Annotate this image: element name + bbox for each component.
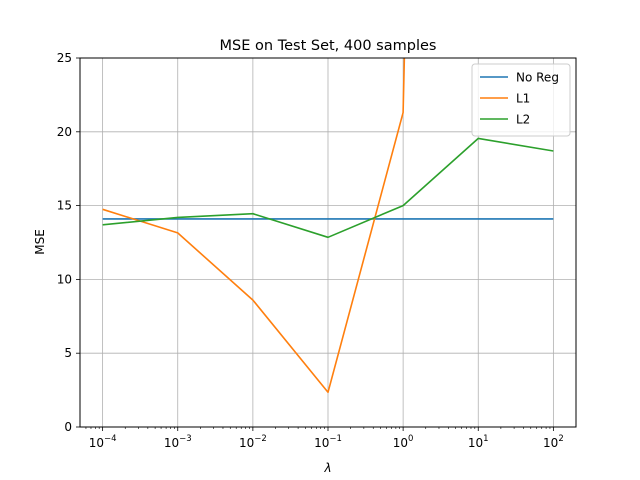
x-tick-label: 101 <box>468 434 489 450</box>
series-line-l1 <box>102 58 406 394</box>
chart-title: MSE on Test Set, 400 samples <box>220 38 437 54</box>
x-tick-label: 10−3 <box>164 434 192 450</box>
x-tick-base: 10 <box>543 436 558 450</box>
x-tick-base: 10 <box>468 436 483 450</box>
series-group <box>102 58 554 394</box>
y-tick-label: 15 <box>57 199 72 213</box>
x-tick-base: 10 <box>239 436 254 450</box>
x-tick-base: 10 <box>89 436 104 450</box>
x-tick-exponent: −1 <box>329 434 342 444</box>
x-tick-label: 10−4 <box>89 434 117 450</box>
legend: No Reg L1 L2 <box>471 63 571 137</box>
y-tick-label: 0 <box>64 420 72 434</box>
x-tick-label: 10−2 <box>239 434 267 450</box>
series-line-l2 <box>102 137 554 239</box>
y-tick-label: 20 <box>57 125 72 139</box>
x-tick-label: 10−1 <box>314 434 342 450</box>
x-tick-base: 10 <box>393 436 408 450</box>
legend-box <box>471 63 571 137</box>
legend-label-l2: L2 <box>516 113 530 127</box>
x-axis-label: λ <box>323 461 331 475</box>
y-tick-label: 25 <box>57 51 72 65</box>
y-axis-label: MSE <box>33 229 47 255</box>
x-tick-exponent: 0 <box>408 434 413 444</box>
x-axis-ticks: 10−4 10−3 10−2 10−1 100 101 102 <box>85 427 564 450</box>
x-tick-label: 102 <box>543 434 564 450</box>
x-tick-exponent: −2 <box>254 434 267 444</box>
x-tick-base: 10 <box>164 436 179 450</box>
legend-label-l1: L1 <box>516 92 530 106</box>
x-tick-exponent: −4 <box>104 434 117 444</box>
x-tick-exponent: 2 <box>558 434 563 444</box>
y-tick-label: 10 <box>57 272 72 286</box>
x-tick-base: 10 <box>314 436 329 450</box>
y-tick-label: 5 <box>64 346 72 360</box>
y-axis-ticks: 0 5 10 15 20 25 <box>57 51 80 434</box>
x-tick-exponent: 1 <box>483 434 488 444</box>
legend-label-no-reg: No Reg <box>516 71 559 85</box>
x-tick-exponent: −3 <box>179 434 192 444</box>
x-tick-label: 100 <box>393 434 414 450</box>
